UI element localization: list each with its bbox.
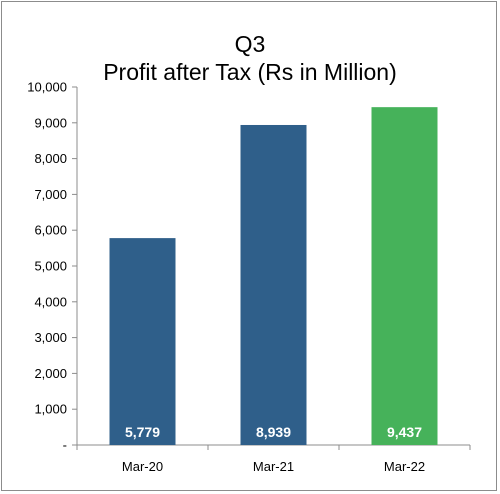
y-tick-label: 7,000 [34,187,67,202]
y-tick-label: 2,000 [34,366,67,381]
bar-mar-20 [109,238,176,445]
y-tick-label: 8,000 [34,151,67,166]
bar-mar-22 [371,107,438,446]
y-tick-label: 1,000 [34,402,67,417]
y-tick-label: 10,000 [27,80,67,95]
data-label: 8,939 [256,424,291,440]
y-tick-label: 9,000 [34,115,67,130]
x-axis-ticks: Mar-20 Mar-21 Mar-22 [76,445,471,474]
y-axis-ticks: - 1,000 2,000 3,000 4,000 5,000 6,000 7,000 8,00… [27,80,77,453]
x-tick-label: Mar-20 [122,459,163,474]
bars [109,107,438,446]
data-label: 9,437 [387,424,422,440]
y-tick-label: - [63,438,67,453]
bar-mar-21 [240,124,307,446]
chart-title: Q3 [234,31,266,57]
y-tick-label: 3,000 [34,330,67,345]
y-tick-label: 4,000 [34,294,67,309]
y-tick-label: 6,000 [34,223,67,238]
data-label: 5,779 [125,424,160,440]
x-tick-label: Mar-22 [384,459,425,474]
data-labels: 5,779 8,939 9,437 [125,424,422,440]
chart-subtitle: Profit after Tax (Rs in Million) [103,59,397,85]
y-tick-label: 5,000 [34,259,67,274]
x-tick-label: Mar-21 [253,459,294,474]
